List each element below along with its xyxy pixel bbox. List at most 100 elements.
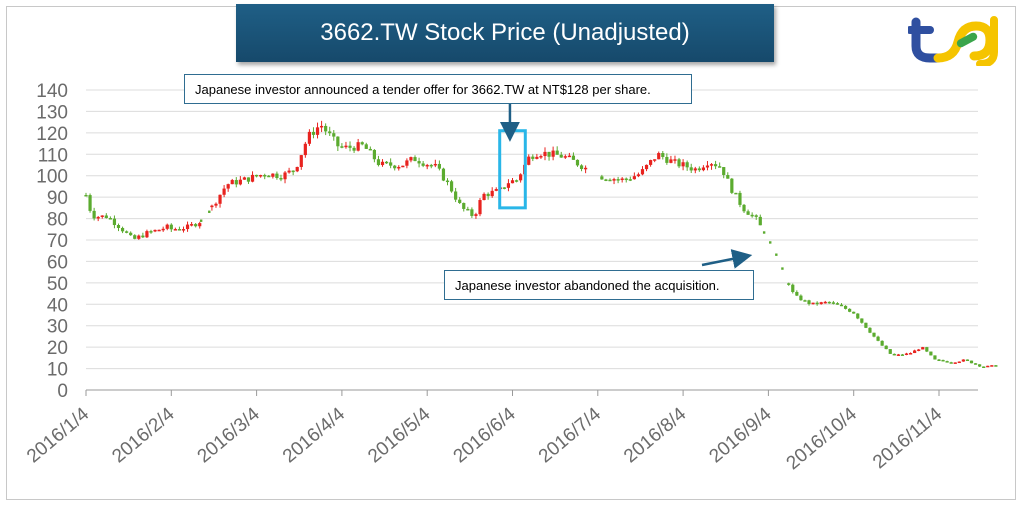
candle-body [787,283,791,285]
candle-body [925,347,929,352]
candle-body [636,174,641,177]
candle-body [742,204,746,212]
candle-body [88,195,92,211]
x-tick-label: 2016/6/4 [450,403,520,467]
candle-body [769,241,772,244]
candle-body [531,156,535,159]
candle-body [474,214,478,216]
candle-body [604,179,608,181]
candle-body [230,180,234,185]
candle-body [364,144,368,149]
candle-body [510,180,515,184]
candle-body [900,354,905,356]
candle-body [799,295,803,301]
candle-body [921,347,925,350]
candle-body [827,301,831,304]
y-tick-label: 120 [36,124,68,145]
candle-body [133,235,137,239]
candle-body [705,165,710,168]
candle-body [303,143,307,156]
candle-body [332,133,336,137]
candle-body [868,327,872,333]
candle-body [324,125,328,132]
candle-body [884,345,888,350]
candle-body [181,229,186,231]
candle-body [892,353,896,356]
candle-body [141,235,145,238]
candle-body [803,300,807,302]
candle-body [401,165,405,168]
candle-body [738,192,742,205]
candle-body [575,159,580,166]
candle-body [421,163,425,166]
candle-body [149,231,153,233]
candle-body [612,179,616,181]
candle-body [734,192,738,195]
candle-body [169,224,173,230]
candle-body [393,165,397,169]
candle-body [299,155,303,167]
candle-body [494,189,498,191]
candle-body [311,131,316,135]
y-tick-label: 20 [47,338,68,359]
candle-body [791,284,795,292]
x-tick-label: 2016/2/4 [108,403,178,467]
candle-body [340,146,344,148]
candle-body [644,164,649,170]
candle-body [973,363,978,365]
candle-body [194,224,198,227]
candle-body [267,175,271,178]
candle-body [665,156,669,163]
candle-body [709,164,714,166]
candle-body [864,322,868,328]
candle-body [250,174,255,182]
candle-body [762,231,766,234]
candle-body [908,353,913,355]
candle-body [190,224,194,226]
candle-body [470,209,474,216]
candle-body [949,362,953,364]
candle-body [490,190,494,197]
candle-body [539,156,543,158]
x-tick-label: 2016/9/4 [705,403,775,467]
tender-offer-callout: Japanese investor announced a tender off… [184,74,692,104]
candle-body [872,332,876,337]
candle-body [218,194,222,204]
candle-body [255,174,259,177]
candle-body [551,150,555,157]
candle-body [856,313,860,319]
candle-body [957,361,961,364]
candle-body [730,178,734,193]
candle-body [462,202,466,209]
candle-body [579,165,584,169]
y-tick-label: 0 [57,381,68,402]
candle-body [368,148,372,151]
candle-body [917,349,921,351]
chart-overlay [498,104,753,269]
candle-body [246,177,251,182]
acquisition-abandoned-callout-text: Japanese investor abandoned the acquisit… [455,277,720,293]
candle-body [478,200,482,215]
tender-offer-highlight-box [498,129,527,210]
candle-body [876,336,880,341]
candle-body [978,364,982,367]
candle-body [555,150,559,155]
candle-body [819,302,823,305]
candle-body [348,145,352,148]
chart-title-box: 3662.TW Stock Price (Unadjusted) [236,4,774,62]
candle-body [108,218,112,220]
x-tick-label: 2016/8/4 [620,403,690,467]
y-tick-label: 30 [47,317,68,338]
candle-body [502,187,506,189]
candle-body [600,176,604,180]
candle-body [982,366,986,369]
chart-title: 3662.TW Stock Price (Unadjusted) [320,19,690,46]
candle-body [807,300,811,305]
candle-body [681,162,685,167]
candle-body [96,216,100,219]
candle-body [352,147,356,151]
candle-body [425,164,429,167]
candle-body [441,168,446,181]
candle-body [129,232,133,236]
